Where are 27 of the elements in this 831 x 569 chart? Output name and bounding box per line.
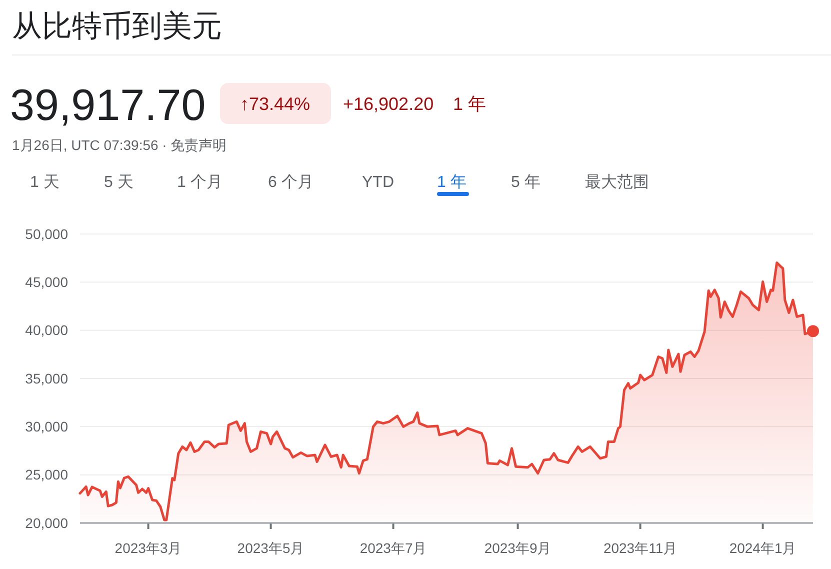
text: 1 年 xyxy=(437,174,466,191)
text: 1月26日, UTC 07:39:56 · 免责声明 xyxy=(12,137,227,153)
x-tick-label: 2023年11月 xyxy=(603,540,678,556)
x-tick-label: 2024年1月 xyxy=(729,540,796,556)
text: 5 年 xyxy=(511,174,540,191)
y-tick-label: 30,000 xyxy=(25,418,68,435)
text: 最大范围 xyxy=(585,173,649,191)
y-tick-label: 20,000 xyxy=(25,514,68,531)
y-tick-label: 25,000 xyxy=(25,466,68,483)
text: +16,902.20 xyxy=(343,94,434,114)
text: 1 天 xyxy=(30,174,60,191)
text: 39,917.70 xyxy=(10,81,206,130)
y-tick-label: 40,000 xyxy=(25,322,68,338)
y-tick-label: 50,000 xyxy=(25,226,68,242)
y-tick-label: 45,000 xyxy=(25,274,68,290)
chart-title: 从比特币到美元 xyxy=(12,10,222,43)
text: YTD xyxy=(362,174,394,191)
text: 5 天 xyxy=(104,174,134,191)
y-tick-label: 35,000 xyxy=(25,370,68,386)
text: 1 个月 xyxy=(177,173,222,191)
x-tick-label: 2023年5月 xyxy=(237,540,304,556)
text: 6 个月 xyxy=(268,173,314,191)
x-tick-label: 2023年9月 xyxy=(484,540,552,556)
x-tick-label: 2023年3月 xyxy=(114,540,182,556)
text: 1 年 xyxy=(453,94,486,114)
x-tick-label: 2023年7月 xyxy=(360,540,427,556)
text: ↑73.44% xyxy=(240,94,310,114)
